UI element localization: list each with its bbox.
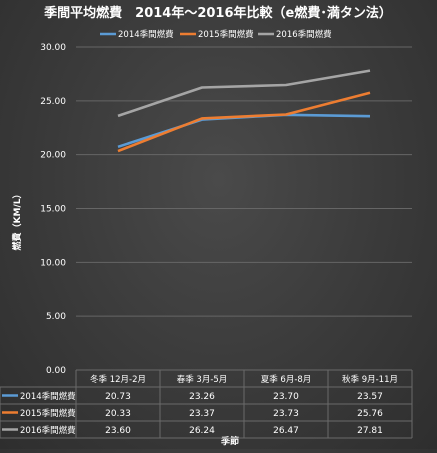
data-value: 23.60: [105, 426, 131, 436]
data-value: 26.47: [273, 426, 299, 436]
y-tick-label: 20.00: [40, 151, 66, 161]
table-series-name: 2014季間燃費: [20, 391, 76, 402]
y-tick-labels: 0.00 5.00 10.00 15.00 20.00 25.00 30.00: [40, 43, 66, 376]
series-line: [117, 69, 371, 118]
data-value: 23.70: [273, 392, 299, 402]
data-value: 25.76: [357, 409, 383, 419]
x-axis-label: 季節: [220, 435, 239, 447]
series-lines: [117, 69, 371, 153]
data-value: 23.26: [189, 392, 215, 402]
series-line: [117, 91, 371, 153]
y-tick-label: 10.00: [40, 258, 66, 268]
grid-layer: [76, 46, 412, 371]
data-value: 27.81: [357, 426, 383, 436]
legend: 2014季間燃費 2015季間燃費 2016季間燃費: [100, 29, 332, 40]
table-series-name: 2015季間燃費: [20, 408, 76, 419]
legend-label: 2014季間燃費: [118, 29, 174, 40]
chart-title: 季間平均燃費 2014年～2016年比較（e燃費･満タン法）: [43, 5, 392, 21]
legend-label: 2016季間燃費: [276, 29, 332, 40]
data-value: 23.57: [357, 392, 383, 402]
data-value: 20.33: [105, 409, 131, 419]
category-label: 春季 3月-5月: [177, 374, 228, 385]
data-value: 23.37: [189, 409, 215, 419]
category-label: 冬季 12月-2月: [90, 374, 146, 385]
category-label: 夏季 6月-8月: [261, 374, 312, 385]
y-tick-label: 15.00: [40, 205, 66, 215]
data-value: 26.24: [189, 426, 215, 436]
data-value: 20.73: [105, 392, 131, 402]
y-tick-label: 0.00: [46, 366, 66, 376]
series-line: [117, 113, 371, 149]
data-table: 冬季 12月-2月 春季 3月-5月 夏季 6月-8月 秋季 9月-11月 2014季間…: [0, 369, 413, 439]
category-label: 秋季 9月-11月: [342, 374, 398, 385]
y-tick-label: 30.00: [40, 43, 66, 53]
legend-label: 2015季間燃費: [198, 29, 254, 40]
y-tick-label: 25.00: [40, 97, 66, 107]
data-value: 23.73: [273, 409, 299, 419]
y-tick-label: 5.00: [46, 312, 66, 322]
table-series-name: 2016季間燃費: [20, 425, 76, 436]
y-axis-label: 燃費（KM/L）: [11, 190, 23, 251]
